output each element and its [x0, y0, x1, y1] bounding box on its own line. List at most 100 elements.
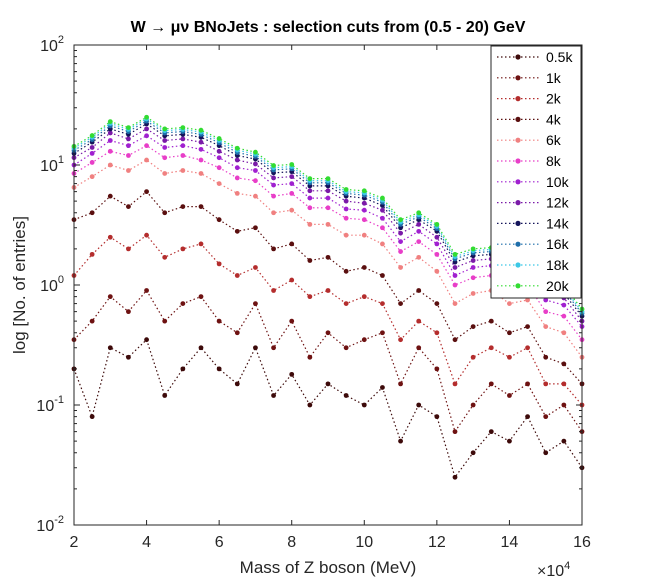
data-point — [507, 354, 512, 360]
data-point — [234, 175, 240, 181]
data-point — [380, 207, 385, 213]
legend-item: 14k — [497, 215, 570, 231]
legend-box — [490, 45, 582, 299]
data-point — [198, 146, 204, 152]
y-tick-exponent: -2 — [54, 514, 64, 526]
x-tick-label: 16 — [573, 534, 591, 551]
data-point — [452, 381, 458, 387]
data-point — [216, 366, 222, 372]
data-point — [488, 381, 494, 387]
legend-item: 20k — [497, 278, 570, 294]
legend-swatch-marker — [515, 158, 521, 164]
legend-label: 1k — [546, 70, 562, 86]
legend-swatch-marker — [515, 241, 521, 247]
legend-label: 6k — [546, 132, 562, 148]
data-point — [434, 330, 440, 336]
data-point — [107, 234, 113, 240]
legend-item: 6k — [497, 132, 562, 148]
data-point — [343, 215, 349, 221]
legend-swatch-marker — [515, 96, 521, 102]
data-point — [307, 205, 313, 211]
data-point — [470, 324, 476, 330]
data-point — [416, 288, 422, 293]
data-point — [198, 204, 204, 210]
data-point — [198, 241, 204, 247]
legend-label: 8k — [546, 153, 562, 169]
data-point — [144, 126, 149, 132]
y-tick-exponent: 0 — [58, 274, 64, 286]
legend-label: 20k — [546, 278, 570, 294]
x-axis: 2 4 6 8 10 12 14 16 — [70, 45, 591, 551]
data-point — [325, 381, 331, 387]
legend-item: 18k — [497, 257, 570, 273]
legend-swatch-marker — [515, 200, 521, 206]
data-point — [126, 168, 131, 173]
data-point — [398, 337, 403, 343]
data-point — [107, 138, 113, 143]
data-point — [343, 301, 349, 306]
data-point — [144, 337, 149, 343]
data-point — [107, 119, 113, 124]
legend-swatch-marker — [515, 283, 521, 289]
legend-item: 16k — [497, 236, 570, 252]
data-point — [343, 268, 349, 274]
data-point — [561, 302, 567, 308]
data-point — [452, 273, 458, 278]
data-point — [89, 251, 95, 257]
data-point — [107, 130, 113, 136]
y-tick-base: 10 — [40, 38, 58, 55]
data-point — [216, 148, 222, 154]
y-tick-base: 10 — [36, 398, 54, 415]
data-point — [253, 193, 258, 199]
y-tick-label: 100 — [40, 274, 64, 295]
y-tick-base: 10 — [36, 518, 54, 535]
data-point — [289, 277, 295, 283]
data-point — [452, 265, 458, 270]
data-point — [198, 139, 204, 145]
data-point — [162, 393, 168, 398]
data-point — [361, 200, 367, 206]
data-point — [271, 182, 276, 188]
data-point — [470, 354, 476, 360]
data-point — [380, 195, 385, 201]
data-point — [144, 133, 149, 139]
data-point — [325, 288, 331, 293]
data-point — [180, 204, 186, 210]
data-point — [253, 178, 258, 184]
legend-swatch-marker — [515, 54, 521, 60]
data-point — [89, 174, 95, 180]
data-point — [470, 246, 476, 252]
data-point — [434, 221, 440, 227]
data-point — [198, 157, 204, 163]
data-point — [380, 330, 385, 336]
data-point — [198, 171, 204, 176]
data-point — [253, 265, 258, 270]
data-point — [361, 217, 367, 223]
legend-label: 0.5k — [546, 49, 573, 65]
data-point — [89, 318, 95, 324]
data-point — [234, 381, 240, 387]
data-point — [343, 198, 349, 204]
data-point — [325, 195, 331, 201]
legend-swatch-marker — [515, 262, 521, 268]
data-point — [198, 294, 204, 300]
data-point — [89, 160, 95, 165]
legend-item: 8k — [497, 153, 562, 169]
data-point — [380, 301, 385, 306]
data-point — [307, 354, 313, 360]
data-point — [361, 232, 367, 238]
data-point — [398, 301, 403, 306]
data-point — [307, 294, 313, 300]
data-point — [561, 402, 567, 408]
data-point — [398, 230, 403, 236]
data-point — [452, 429, 458, 435]
data-point — [416, 221, 422, 227]
data-point — [216, 181, 222, 186]
data-point — [470, 291, 476, 296]
data-point — [180, 143, 186, 149]
data-point — [434, 414, 440, 420]
data-point — [380, 241, 385, 247]
legend-item: 0.5k — [497, 49, 573, 65]
data-point — [144, 157, 149, 163]
data-point — [452, 337, 458, 343]
